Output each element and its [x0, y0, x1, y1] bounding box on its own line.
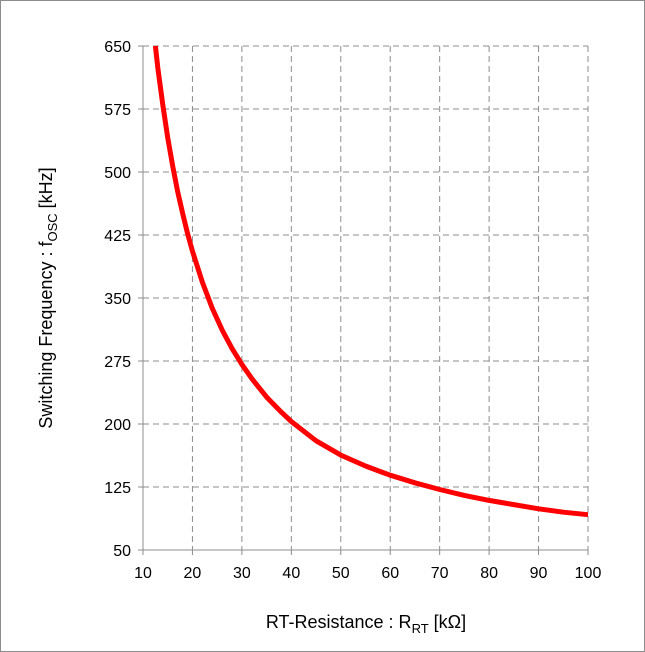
y-axis-label-main: Switching Frequency : f — [36, 241, 56, 429]
x-axis-label: RT-Resistance : RRT [kΩ] — [266, 612, 466, 636]
y-tick-label: 50 — [113, 543, 131, 560]
y-tick-label: 425 — [104, 228, 131, 245]
x-tick-label: 70 — [431, 565, 449, 582]
y-tick-label: 350 — [104, 291, 131, 308]
x-tick-label: 40 — [282, 565, 300, 582]
y-axis-label-unit: [kHz] — [36, 167, 56, 213]
x-axis-label-unit: [kΩ] — [429, 612, 466, 632]
x-tick-label: 80 — [480, 565, 498, 582]
x-tick-label: 90 — [530, 565, 548, 582]
axes — [138, 45, 589, 555]
y-tick-labels: 50 125 200 275 350 425 500 575 650 — [104, 39, 131, 560]
x-tick-label: 20 — [184, 565, 202, 582]
series-group — [152, 45, 589, 518]
grid — [143, 45, 589, 550]
y-axis-label-subscript: OSC — [45, 213, 60, 241]
y-tick-label: 275 — [104, 354, 131, 371]
x-tick-label: 60 — [381, 565, 399, 582]
y-tick-label: 650 — [104, 39, 131, 56]
y-tick-label: 500 — [104, 165, 131, 182]
x-axis-label-subscript: RT — [412, 621, 429, 636]
y-tick-label: 575 — [104, 102, 131, 119]
y-axis-label: Switching Frequency : fOSC [kHz] — [36, 167, 60, 428]
x-tick-label: 50 — [332, 565, 350, 582]
x-tick-label: 10 — [134, 565, 152, 582]
y-tick-label: 125 — [104, 480, 131, 497]
x-tick-label: 30 — [233, 565, 251, 582]
series-line-switching-frequency — [152, 45, 589, 518]
y-tick-label: 200 — [104, 417, 131, 434]
x-tick-label: 100 — [575, 565, 602, 582]
x-tick-labels: 10 20 30 40 50 60 70 80 90 100 — [134, 565, 601, 582]
x-axis-label-main: RT-Resistance : R — [266, 612, 412, 632]
